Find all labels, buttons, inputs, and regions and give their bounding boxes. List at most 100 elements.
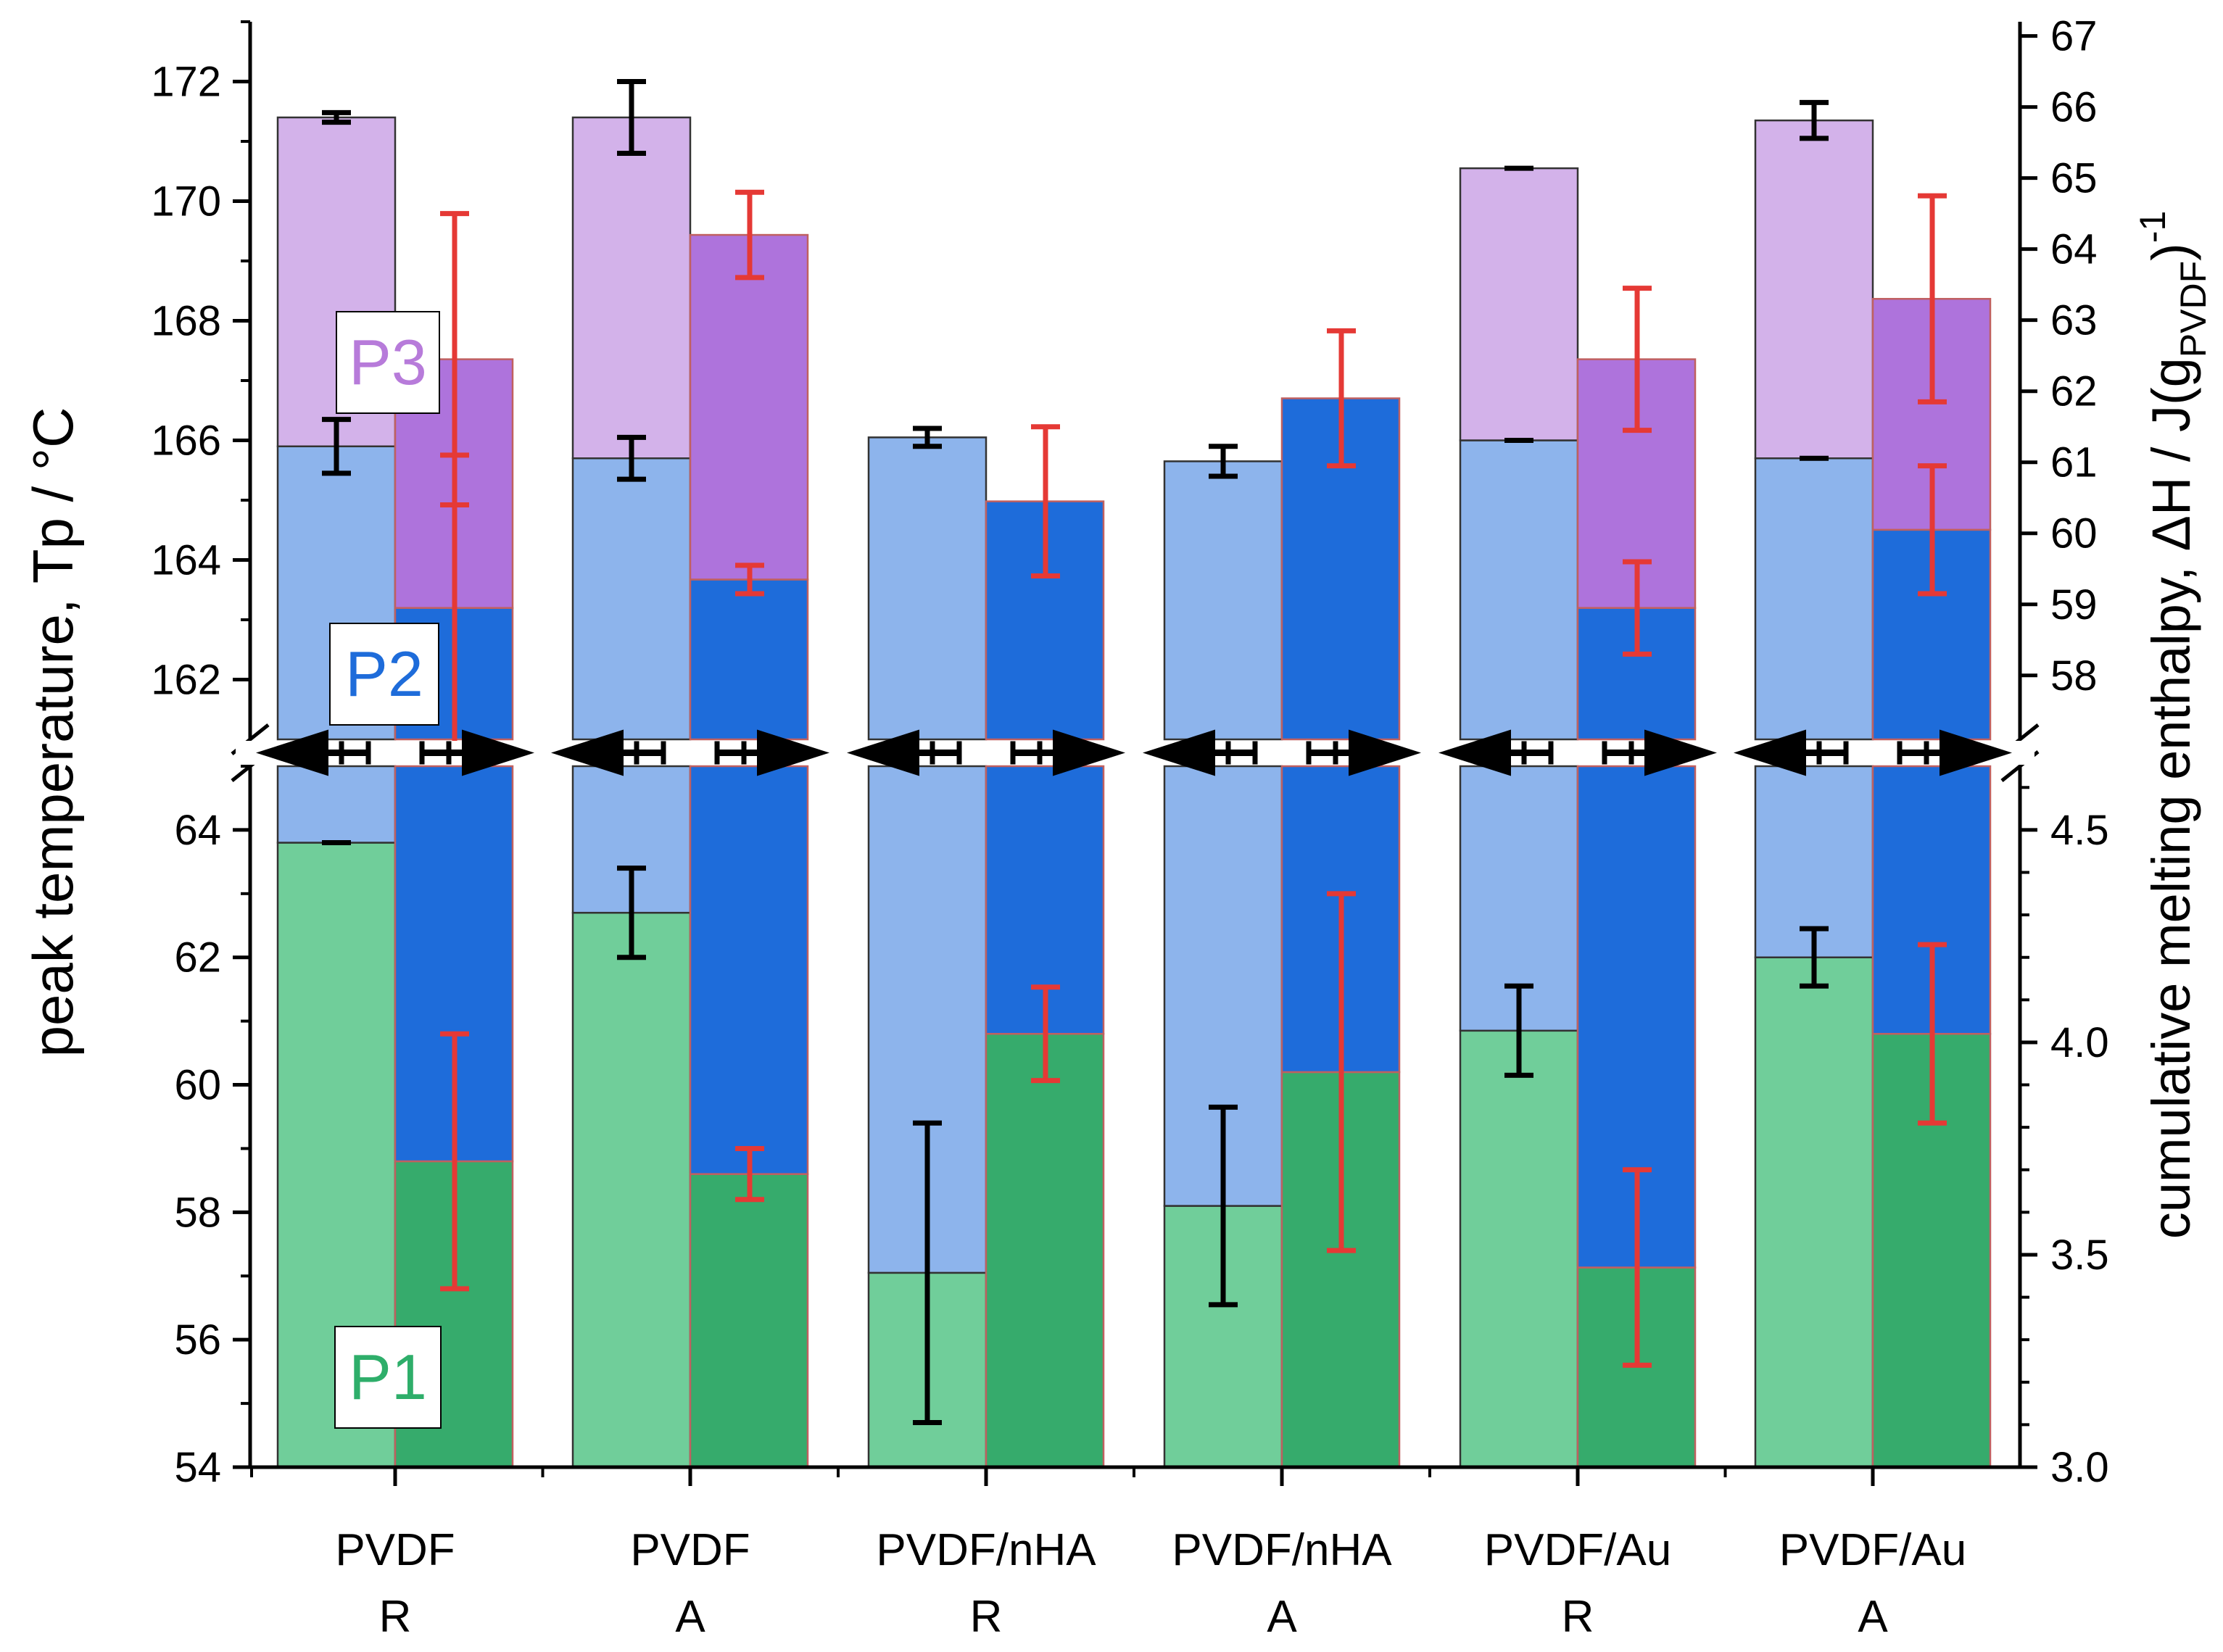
errorbar-tp-p2 — [322, 417, 351, 476]
bar-dh-p1 — [689, 1173, 809, 1469]
bars-layer — [276, 116, 1992, 1469]
x-category-label: PVDF — [630, 1525, 750, 1575]
errorbar-tp-p3 — [322, 109, 351, 125]
errorbar-dh-p3 — [735, 189, 764, 281]
bar-tp-p2-lower — [276, 765, 397, 844]
right-tick-label: 59 — [2050, 581, 2098, 628]
x-category-sublabel: R — [970, 1592, 1003, 1642]
x-category-sublabel: A — [675, 1592, 705, 1642]
errorbar-dh-p1 — [1031, 984, 1060, 1084]
right-tick-label: 62 — [2050, 368, 2098, 415]
left-tick-label: 162 — [151, 657, 221, 704]
right-axis-title-sup: -1 — [2132, 211, 2173, 243]
left-tick-label: 60 — [174, 1062, 221, 1109]
left-tick-label: 172 — [151, 59, 221, 106]
left-tick-label: 168 — [151, 298, 221, 345]
bar-tp-p2-upper — [1754, 457, 1874, 741]
left-tick-label: 164 — [151, 537, 221, 584]
x-category-sublabel: R — [1562, 1592, 1594, 1642]
left-tick-label: 56 — [174, 1316, 221, 1363]
right-tick-label: 61 — [2050, 439, 2098, 486]
arrow-right-head — [1349, 729, 1421, 776]
right-tick-label: 3.5 — [2050, 1232, 2109, 1279]
errorbar-dh-p2 — [1918, 463, 1947, 597]
bar-dh-p2-lower — [689, 765, 809, 1175]
axis-break-arrows — [1734, 729, 2012, 776]
right-axis-title-sub: PVDF — [2173, 261, 2214, 357]
errorbar-dh-p1 — [440, 1031, 469, 1292]
arrow-left-head — [1734, 729, 1806, 776]
errorbar-dh-p3 — [1918, 193, 1947, 404]
arrow-left-head — [1438, 729, 1511, 776]
errorbar-tp-p1 — [1504, 983, 1533, 1078]
right-tick-label: 58 — [2050, 652, 2098, 700]
bar-tp-p3 — [1459, 167, 1579, 441]
errorbar-dh-p3 — [1623, 286, 1652, 433]
errorbar-tp-p2 — [1209, 444, 1238, 479]
label-p1-box — [334, 1326, 442, 1429]
errorbar-dh-p1 — [1623, 1167, 1652, 1368]
left-tick-label: 58 — [174, 1189, 221, 1236]
errorbar-tp-p3 — [617, 79, 646, 156]
errorbar-tp-p1 — [913, 1120, 942, 1425]
errorbar-tp-p1 — [617, 866, 646, 960]
bar-dh-p3 — [689, 233, 809, 581]
right-tick-label: 66 — [2050, 84, 2098, 131]
axis-break-arrows — [1143, 729, 1421, 776]
axis-break-arrows — [551, 729, 829, 776]
errorbar-dh-p1 — [1918, 942, 1947, 1126]
bar-tp-p2-upper — [571, 457, 692, 741]
label-p2: P2 — [345, 638, 423, 710]
label-p3-box — [336, 311, 440, 414]
x-category-label: PVDF/nHA — [876, 1525, 1096, 1575]
right-tick-label: 67 — [2050, 13, 2098, 60]
errorbar-dh-p2 — [1327, 328, 1356, 469]
axis-break-arrows — [1438, 729, 1717, 776]
arrow-right-head — [1053, 729, 1125, 776]
axes-layer — [231, 20, 2040, 1486]
error-bars-layer — [322, 79, 1947, 1425]
errorbar-tp-p3 — [1800, 99, 1829, 141]
bar-dh-p2-upper — [689, 578, 809, 741]
right-tick-label: 65 — [2050, 155, 2098, 202]
bar-dh-p1 — [985, 1032, 1105, 1469]
x-category-sublabel: A — [1858, 1592, 1888, 1642]
bar-tp-p2-lower — [1754, 765, 1874, 958]
left-axis-title: peak temperature, Tp / °C — [21, 407, 85, 1058]
errorbar-dh-p1 — [1327, 891, 1356, 1253]
right-axis-title: cumulative melting enthalpy, ΔH / J(gPVD… — [2132, 211, 2214, 1240]
left-tick-label: 170 — [151, 178, 221, 225]
arrow-left-head — [1143, 729, 1215, 776]
errorbar-dh-p2 — [1031, 424, 1060, 579]
right-tick-label: 64 — [2050, 226, 2098, 273]
arrow-right-head — [757, 729, 829, 776]
x-category-label: PVDF/nHA — [1172, 1525, 1392, 1575]
axis-break-arrows — [847, 729, 1125, 776]
bar-tp-p2-upper — [1163, 460, 1283, 741]
left-tick-label: 54 — [174, 1444, 221, 1491]
bar-tp-p2-upper — [867, 436, 988, 741]
left-tick-label: 64 — [174, 807, 221, 854]
x-category-label: PVDF/Au — [1779, 1525, 1966, 1575]
arrow-left-head — [847, 729, 919, 776]
left-tick-label: 166 — [151, 418, 221, 465]
errorbar-tp-p2 — [913, 426, 942, 449]
x-category-sublabel: A — [1267, 1592, 1297, 1642]
errorbar-dh-p2 — [735, 563, 764, 597]
bar-tp-p2-upper — [1459, 439, 1579, 741]
right-tick-label: 3.0 — [2050, 1444, 2109, 1491]
bar-tp-p1 — [1754, 956, 1874, 1469]
bar-tp-p3 — [1754, 119, 1874, 460]
arrow-left-head — [256, 729, 328, 776]
errorbar-dh-p1 — [735, 1145, 764, 1203]
right-tick-label: 4.0 — [2050, 1019, 2109, 1066]
errorbar-dh-p2 — [1623, 559, 1652, 657]
right-tick-label: 60 — [2050, 510, 2098, 557]
label-p2-box — [329, 623, 439, 726]
arrow-right-head — [1644, 729, 1717, 776]
errorbar-tp-p1 — [1209, 1104, 1238, 1308]
x-category-sublabel: R — [379, 1592, 412, 1642]
bar-tp-p1 — [1459, 1029, 1579, 1469]
labels-layer: 54 56 58 60 62 64 162 164 166 168 170 172 3.0 3.5 4.0 4… — [21, 13, 2214, 1642]
errorbar-tp-p2 — [617, 434, 646, 482]
